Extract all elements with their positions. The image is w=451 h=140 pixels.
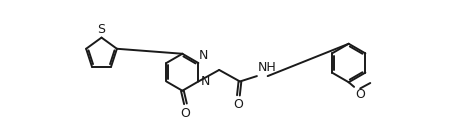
Text: S: S xyxy=(97,23,105,36)
Text: O: O xyxy=(233,98,243,111)
Text: N: N xyxy=(199,49,208,62)
Text: N: N xyxy=(200,75,210,88)
Text: NH: NH xyxy=(257,61,276,74)
Text: O: O xyxy=(180,107,190,120)
Text: O: O xyxy=(355,88,365,101)
